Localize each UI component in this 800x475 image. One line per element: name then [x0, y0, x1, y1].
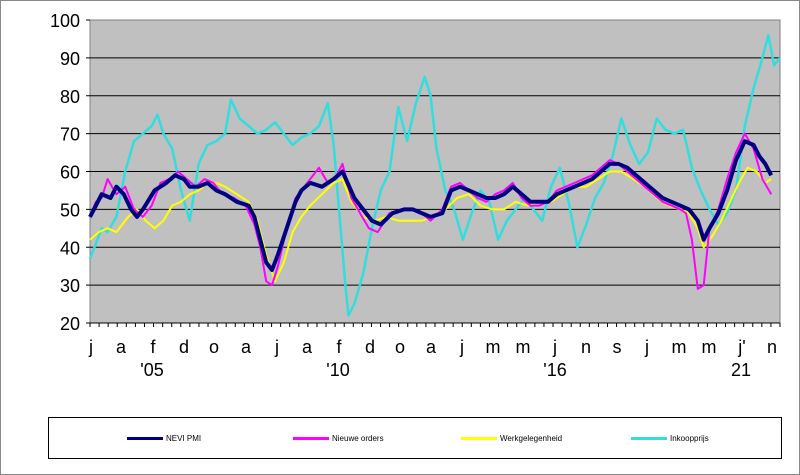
legend: NEVI PMI Nieuwe orders Werkgelegenheid I… [48, 417, 782, 459]
x-tick-label: o [209, 337, 219, 357]
x-tick-label: s [613, 337, 622, 357]
x-tick-label: n [581, 337, 591, 357]
y-tick-label: 100 [50, 11, 80, 31]
x-tick-label: j [88, 337, 93, 357]
year-label: '16 [543, 360, 566, 380]
x-tick-label: d [179, 337, 189, 357]
x-tick-label: j [459, 337, 464, 357]
x-tick-label: d [365, 337, 375, 357]
x-tick-label: m [702, 337, 717, 357]
x-tick-label: a [302, 337, 313, 357]
legend-label: Nieuwe orders [332, 433, 384, 443]
legend-item-nieuwe-orders: Nieuwe orders [293, 432, 384, 444]
x-tick-label: a [116, 337, 127, 357]
y-tick-label: 50 [60, 200, 80, 220]
x-tick-label: j [552, 337, 557, 357]
x-tick-label: m [672, 337, 687, 357]
legend-swatch [293, 436, 329, 440]
y-axis: 20 30 40 50 60 70 80 90 100 [50, 11, 90, 334]
y-tick-label: 80 [60, 87, 80, 107]
year-label: '05 [140, 360, 163, 380]
legend-label: Inkoopprijs [670, 433, 709, 443]
y-tick-label: 20 [60, 314, 80, 334]
year-label: '10 [326, 360, 349, 380]
series-line [88, 33, 781, 317]
series-lines [88, 33, 781, 317]
y-tick-label: 60 [60, 163, 80, 183]
legend-item-inkoopprijs: Inkoopprijs [631, 432, 709, 444]
x-tick-label: f [150, 337, 156, 357]
x-tick-label: a [241, 337, 252, 357]
x-tick-label: j [274, 337, 279, 357]
x-tick-label: f [336, 337, 342, 357]
y-tick-label: 30 [60, 276, 80, 296]
legend-label: NEVI PMI [166, 433, 202, 443]
legend-swatch [461, 436, 497, 440]
x-tick-label: m [486, 337, 501, 357]
y-tick-label: 90 [60, 49, 80, 69]
series-line [89, 132, 773, 290]
legend-swatch [631, 436, 667, 440]
legend-label: Werkgelegenheid [500, 433, 563, 443]
series-line [88, 139, 773, 272]
y-tick-label: 40 [60, 238, 80, 258]
x-tick-label: j' [737, 337, 745, 357]
legend-swatch [127, 436, 163, 440]
legend-item-werkgelegenheid: Werkgelegenheid [461, 432, 562, 444]
x-axis: j a f d o a j a f d o a j m m j n s j m m j' n'05'10'16 21 [88, 322, 781, 380]
x-tick-label: a [426, 337, 437, 357]
x-tick-label: m [516, 337, 531, 357]
year-label: 21 [731, 360, 751, 380]
legend-item-nevi-pmi: NEVI PMI [127, 432, 201, 444]
x-tick-label: n [767, 337, 777, 357]
x-tick-label: o [395, 337, 405, 357]
x-tick-label: j [644, 337, 649, 357]
y-tick-label: 70 [60, 125, 80, 145]
